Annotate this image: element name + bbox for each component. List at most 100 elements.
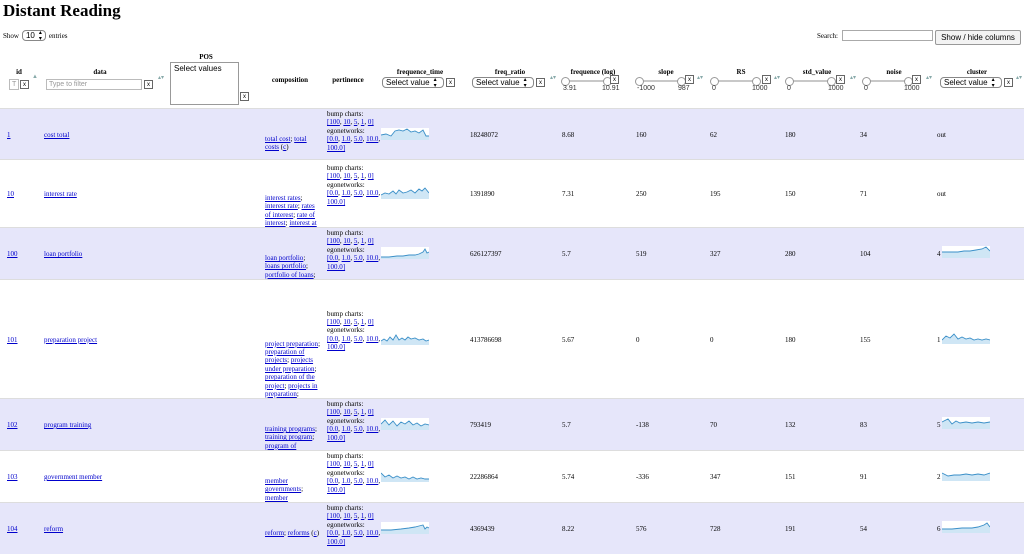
composition-link[interactable]: loan portfolio — [265, 254, 304, 262]
slider-min-handle[interactable] — [785, 77, 794, 86]
egonetwork-link[interactable]: 5.0 — [353, 135, 363, 144]
egonetwork-link[interactable]: 5.0 — [353, 477, 363, 486]
row-id-link[interactable]: 10 — [7, 190, 14, 198]
search-input[interactable] — [842, 30, 933, 41]
egonetwork-link[interactable]: 5.0 — [353, 254, 363, 263]
bump-chart-link[interactable]: 5 — [353, 512, 358, 521]
bump-chart-link[interactable]: [100 — [327, 408, 340, 417]
composition-link[interactable]: projects under preparation — [265, 356, 315, 373]
egonetwork-link[interactable]: [0.0 — [327, 135, 339, 144]
composition-link[interactable]: total cost — [265, 134, 291, 143]
egonetwork-link[interactable]: 5.0 — [353, 425, 363, 434]
bump-chart-link[interactable]: [100 — [327, 460, 340, 469]
composition-link[interactable]: preparation of the project — [265, 373, 315, 390]
bump-chart-link[interactable]: 10 — [343, 118, 351, 127]
slope-clear-button[interactable]: x — [685, 75, 694, 84]
frequence-time-clear-button[interactable]: x — [446, 78, 455, 87]
header-std-value[interactable]: std_value — [802, 68, 832, 76]
egonetwork-link[interactable]: 100.0] — [327, 262, 346, 271]
composition-link[interactable]: projects in preparation — [265, 381, 318, 398]
id-filter-input[interactable]: T — [9, 79, 19, 90]
composition-link[interactable]: total costs — [265, 134, 307, 151]
egonetwork-link[interactable]: 100.0] — [327, 143, 346, 152]
egonetwork-link[interactable]: [0.0 — [327, 477, 339, 486]
row-data-link[interactable]: loan portfolio — [44, 250, 83, 258]
composition-link[interactable]: rate of interest — [265, 210, 315, 228]
bump-chart-link[interactable]: 1 — [360, 317, 365, 326]
egonetwork-link[interactable]: 100.0] — [327, 485, 346, 494]
row-data-link[interactable]: reform — [44, 525, 64, 533]
frequence-time-select[interactable]: Select value ▴ ▾ — [382, 77, 444, 89]
bump-chart-link[interactable]: 1 — [360, 172, 365, 181]
slider-max-handle[interactable] — [752, 77, 761, 86]
egonetwork-link[interactable]: 1.0 — [341, 529, 351, 538]
bump-chart-link[interactable]: 10 — [343, 408, 351, 417]
bump-chart-link[interactable]: [100 — [327, 172, 340, 181]
egonetwork-link[interactable]: 1.0 — [341, 189, 351, 198]
composition-link[interactable]: loans portfolio — [265, 262, 307, 271]
header-composition[interactable]: composition — [271, 76, 309, 84]
row-id-link[interactable]: 102 — [7, 421, 18, 429]
noise-slider[interactable] — [862, 77, 913, 86]
rs-slider[interactable] — [710, 77, 761, 86]
cluster-select[interactable]: Select value ▴ ▾ — [940, 77, 1002, 89]
row-data-link[interactable]: cost total — [44, 130, 70, 139]
composition-link[interactable]: project preparation — [265, 339, 319, 348]
composition-link[interactable]: training programs — [265, 425, 315, 433]
slider-min-handle[interactable] — [710, 77, 719, 86]
header-pertinence[interactable]: pertinence — [332, 76, 364, 84]
slider-min-handle[interactable] — [561, 77, 570, 86]
noise-clear-button[interactable]: x — [912, 75, 921, 84]
header-slope[interactable]: slope — [658, 68, 674, 76]
composition-link[interactable]: interest rate — [265, 202, 298, 211]
composition-link[interactable]: portfolio of loans — [265, 270, 314, 279]
bump-chart-link[interactable]: 10 — [343, 172, 351, 181]
header-freq-ratio[interactable]: freq_ratio — [494, 68, 526, 76]
egonetwork-link[interactable]: 5.0 — [353, 334, 363, 343]
egonetwork-link[interactable]: 1.0 — [341, 254, 351, 263]
egonetwork-link[interactable]: 1.0 — [341, 477, 351, 486]
data-filter-input[interactable]: Type to filter — [46, 79, 142, 90]
header-pos[interactable]: POS — [199, 53, 213, 61]
row-id-link[interactable]: 103 — [7, 473, 18, 481]
bump-chart-link[interactable]: [100 — [327, 237, 340, 246]
composition-link[interactable]: member governments — [265, 477, 302, 494]
egonetwork-link[interactable]: 100.0] — [327, 433, 346, 442]
bump-chart-link[interactable]: 0] — [367, 512, 374, 521]
egonetwork-link[interactable]: 10.0 — [366, 425, 379, 434]
egonetwork-link[interactable]: [0.0 — [327, 425, 339, 434]
bump-chart-link[interactable]: 0] — [367, 408, 374, 417]
pos-multiselect[interactable]: Select values — [170, 62, 239, 105]
row-id-link[interactable]: 101 — [7, 335, 18, 344]
std-value-clear-button[interactable]: x — [836, 75, 845, 84]
egonetwork-link[interactable]: [0.0 — [327, 334, 339, 343]
show-hide-columns-button[interactable]: Show / hide columns — [935, 30, 1021, 45]
composition-link[interactable]: reforms — [287, 529, 310, 537]
slider-min-handle[interactable] — [635, 77, 644, 86]
id-filter-clear-button[interactable]: x — [20, 80, 29, 89]
composition-c-link[interactable]: c — [313, 529, 317, 537]
bump-chart-link[interactable]: 5 — [353, 460, 358, 469]
header-frequence-time[interactable]: frequence_time — [396, 68, 444, 76]
bump-chart-link[interactable]: 0] — [367, 172, 374, 181]
composition-link[interactable]: rates of interest — [265, 202, 315, 219]
egonetwork-link[interactable]: 10.0 — [366, 334, 379, 343]
rs-clear-button[interactable]: x — [762, 75, 771, 84]
header-frequence-log[interactable]: frequence (log) — [570, 68, 616, 76]
slider-min-handle[interactable] — [862, 77, 871, 86]
data-filter-clear-button[interactable]: x — [144, 80, 153, 89]
row-data-link[interactable]: interest rate — [44, 190, 77, 198]
egonetwork-link[interactable]: 100.0] — [327, 197, 346, 206]
egonetwork-link[interactable]: 5.0 — [353, 529, 363, 538]
header-rs[interactable]: RS — [736, 68, 746, 76]
freq-ratio-select[interactable]: Select value ▴ ▾ — [472, 77, 534, 89]
composition-link[interactable]: preparation of projects — [265, 347, 305, 365]
bump-chart-link[interactable]: 1 — [360, 512, 365, 521]
bump-chart-link[interactable]: 1 — [360, 460, 365, 469]
bump-chart-link[interactable]: 5 — [353, 118, 358, 127]
bump-chart-link[interactable]: 5 — [353, 408, 358, 417]
row-id-link[interactable]: 1 — [7, 130, 11, 139]
egonetwork-link[interactable]: 10.0 — [366, 135, 379, 144]
entries-select[interactable]: 10 ▴ ▾ — [21, 30, 46, 42]
bump-chart-link[interactable]: 10 — [343, 512, 351, 521]
